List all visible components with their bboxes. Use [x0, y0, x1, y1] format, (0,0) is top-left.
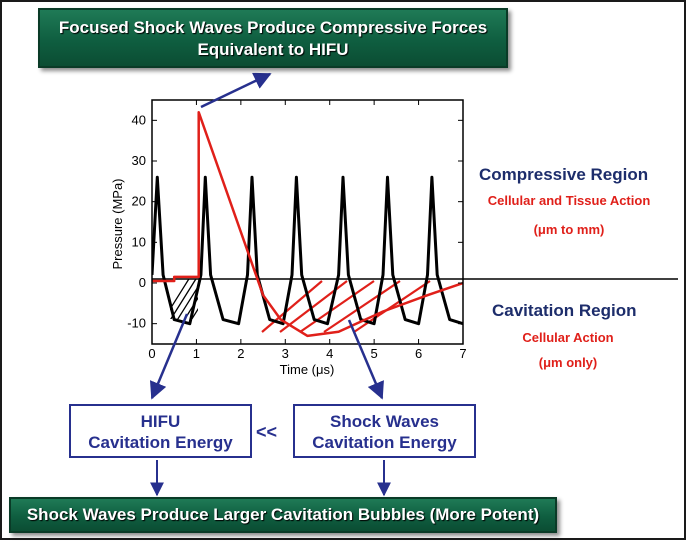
shock-box-line2: Cavitation Energy [312, 433, 457, 452]
x-tick-label: 1 [193, 346, 200, 361]
compressive-region-note2: (μm to mm) [533, 222, 605, 237]
hatch-line [204, 274, 234, 322]
hifu-box-line1: HIFU [140, 412, 181, 431]
arrow-hatch-to-hifu [149, 313, 189, 400]
shock-hatch-line [353, 280, 431, 333]
cavitation-region-note1: Cellular Action [522, 330, 614, 345]
x-tick-label: 6 [415, 346, 422, 361]
y-axis-ticks: -10 0 10 20 30 40 [127, 112, 463, 331]
y-tick-label: 40 [132, 112, 146, 127]
shock-cavitation-hatch [261, 280, 431, 333]
hatch-line [177, 285, 198, 319]
y-tick-label: 20 [132, 194, 146, 209]
hifu-pulse-line [152, 175, 463, 326]
y-tick-label: 30 [132, 153, 146, 168]
y-tick-label: 10 [132, 234, 146, 249]
y-tick-label: 0 [139, 275, 146, 290]
plot-frame [151, 99, 464, 345]
bottom-banner: Shock Waves Produce Larger Cavitation Bu… [9, 497, 557, 533]
x-tick-label: 2 [237, 346, 244, 361]
hatch-line [170, 279, 190, 311]
arrow-peak-to-banner [200, 72, 272, 109]
x-tick-label: 0 [148, 346, 155, 361]
x-axis-ticks: 0 1 2 3 4 5 6 7 [148, 100, 467, 361]
hifu-box-line2: Cavitation Energy [88, 433, 233, 452]
cavitation-region-title: Cavitation Region [492, 301, 637, 320]
compressive-region-title: Compressive Region [479, 165, 649, 184]
top-banner-line1: Focused Shock Waves Produce Compressive … [58, 18, 488, 37]
shock-hatch-line [323, 280, 401, 333]
x-axis-label: Time (μs) [280, 362, 335, 377]
arrow-hatch-to-shock [347, 319, 384, 400]
compressive-region-note1: Cellular and Tissue Action [487, 193, 651, 208]
comparison-symbol: << [256, 422, 278, 442]
hifu-cavitation-box: HIFU Cavitation Energy [69, 404, 252, 458]
cavitation-region-note2: (μm only) [538, 355, 598, 370]
top-banner-line2: Equivalent to HIFU [197, 40, 349, 59]
y-tick-label: -10 [127, 316, 146, 331]
x-tick-label: 5 [371, 346, 378, 361]
hatch-line [191, 307, 198, 319]
hatch-line [184, 296, 198, 319]
shock-hatch-line [299, 280, 375, 333]
shock-box-line1: Shock Waves [330, 412, 439, 431]
shock-hatch-line [261, 280, 323, 333]
x-tick-label: 7 [459, 346, 466, 361]
shock-cavitation-box: Shock Waves Cavitation Energy [293, 404, 476, 458]
y-axis-label: Pressure (MPa) [110, 178, 125, 269]
x-tick-label: 4 [326, 346, 333, 361]
x-tick-label: 3 [282, 346, 289, 361]
hatch-line [211, 274, 241, 322]
top-banner: Focused Shock Waves Produce Compressive … [38, 8, 508, 68]
shock-wave-line [152, 110, 463, 338]
